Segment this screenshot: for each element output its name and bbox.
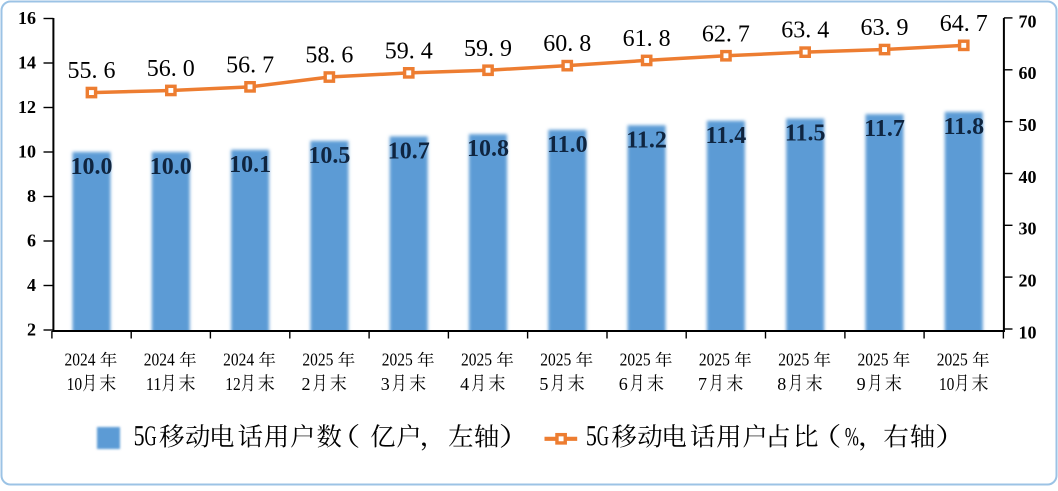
svg-text:12: 12 bbox=[18, 97, 36, 117]
svg-text:2024: 2024 bbox=[223, 350, 254, 370]
svg-text:10.5: 10.5 bbox=[308, 143, 350, 169]
svg-text:11.4: 11.4 bbox=[706, 123, 747, 149]
svg-text:4: 4 bbox=[460, 374, 469, 394]
svg-text:30: 30 bbox=[1019, 219, 1037, 239]
svg-text:10: 10 bbox=[939, 374, 955, 394]
svg-text:70: 70 bbox=[1019, 11, 1037, 31]
svg-text:11.0: 11.0 bbox=[547, 132, 588, 158]
svg-text:5: 5 bbox=[539, 374, 548, 394]
svg-text:2025: 2025 bbox=[302, 350, 333, 370]
svg-text:11.5: 11.5 bbox=[785, 121, 826, 147]
svg-text:10.0: 10.0 bbox=[150, 154, 192, 180]
svg-text:10: 10 bbox=[1019, 322, 1037, 342]
svg-text:8: 8 bbox=[27, 186, 36, 206]
svg-text:64. 7: 64. 7 bbox=[940, 11, 988, 37]
svg-text:61. 8: 61. 8 bbox=[623, 26, 671, 52]
svg-text:8: 8 bbox=[777, 374, 786, 394]
svg-text:10.0: 10.0 bbox=[71, 154, 113, 180]
svg-text:14: 14 bbox=[18, 52, 36, 72]
svg-text:11: 11 bbox=[146, 374, 162, 394]
svg-text:63. 4: 63. 4 bbox=[781, 18, 829, 44]
svg-text:6: 6 bbox=[27, 230, 36, 250]
svg-text:59. 9: 59. 9 bbox=[464, 36, 512, 62]
svg-text:2: 2 bbox=[27, 319, 36, 339]
svg-text:20: 20 bbox=[1019, 271, 1037, 291]
svg-text:2024: 2024 bbox=[65, 350, 96, 370]
svg-text:62. 7: 62. 7 bbox=[702, 21, 750, 47]
svg-text:12: 12 bbox=[225, 374, 241, 394]
svg-text:56. 7: 56. 7 bbox=[226, 52, 274, 78]
svg-text:2025: 2025 bbox=[699, 350, 730, 370]
svg-text:40: 40 bbox=[1019, 167, 1037, 187]
svg-text:58. 6: 58. 6 bbox=[305, 43, 353, 69]
svg-text:6: 6 bbox=[619, 374, 628, 394]
svg-text:11.8: 11.8 bbox=[943, 114, 984, 140]
svg-text:10.1: 10.1 bbox=[229, 152, 271, 178]
svg-text:60. 8: 60. 8 bbox=[543, 31, 591, 57]
svg-text:11.2: 11.2 bbox=[626, 127, 667, 153]
svg-text:7: 7 bbox=[698, 374, 707, 394]
svg-text:3: 3 bbox=[381, 374, 390, 394]
svg-text:50: 50 bbox=[1019, 115, 1037, 135]
svg-text:16: 16 bbox=[18, 8, 36, 28]
svg-text:10: 10 bbox=[18, 141, 36, 161]
svg-text:63. 9: 63. 9 bbox=[861, 15, 909, 41]
svg-text:2025: 2025 bbox=[858, 350, 889, 370]
svg-text:2: 2 bbox=[302, 374, 311, 394]
svg-text:60: 60 bbox=[1019, 63, 1037, 83]
svg-text:2025: 2025 bbox=[382, 350, 413, 370]
svg-text:55. 6: 55. 6 bbox=[68, 58, 116, 84]
svg-text:56. 0: 56. 0 bbox=[147, 56, 195, 82]
svg-text:10.8: 10.8 bbox=[467, 136, 509, 162]
svg-text:2025: 2025 bbox=[461, 350, 492, 370]
svg-text:10.7: 10.7 bbox=[388, 138, 430, 164]
svg-text:9: 9 bbox=[857, 374, 866, 394]
svg-text:2025: 2025 bbox=[620, 350, 651, 370]
svg-text:2024: 2024 bbox=[144, 350, 175, 370]
svg-text:2025: 2025 bbox=[540, 350, 571, 370]
svg-text:59. 4: 59. 4 bbox=[385, 38, 433, 64]
svg-text:2025: 2025 bbox=[937, 350, 968, 370]
svg-text:2025: 2025 bbox=[778, 350, 809, 370]
svg-text:10: 10 bbox=[67, 374, 83, 394]
svg-text:11.7: 11.7 bbox=[864, 116, 905, 142]
svg-text:4: 4 bbox=[27, 275, 36, 295]
